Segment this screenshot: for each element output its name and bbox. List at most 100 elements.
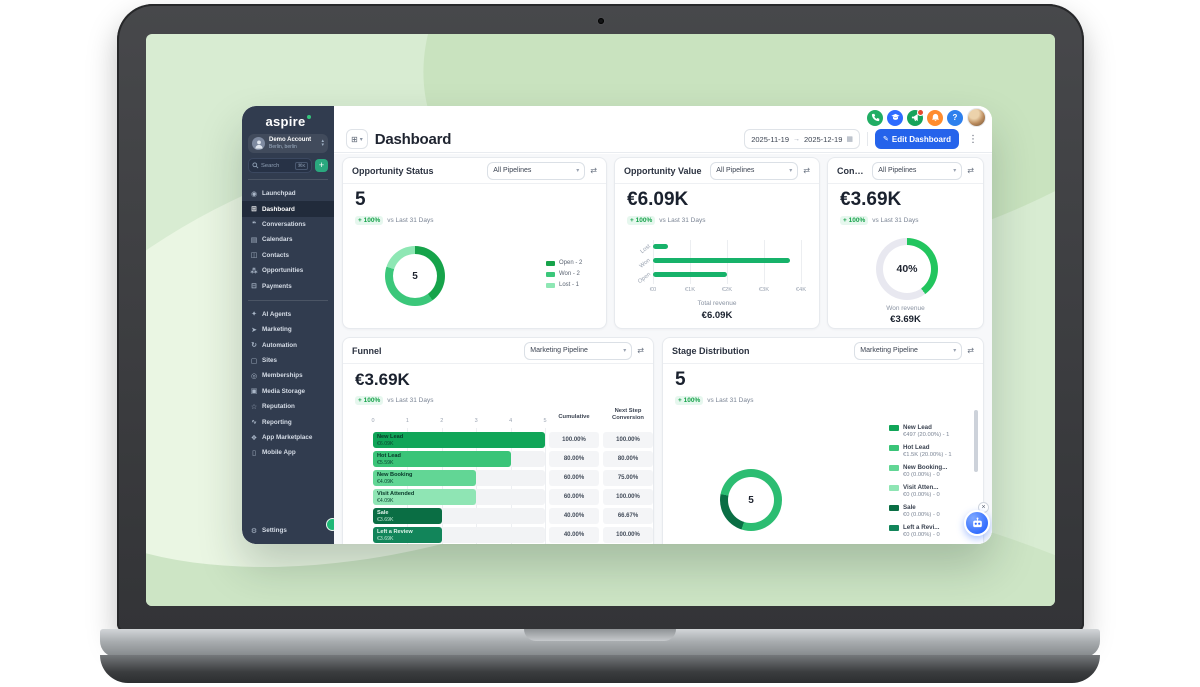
phone-icon[interactable] — [867, 109, 883, 126]
account-location: Berlin, berlin — [269, 144, 297, 150]
sidebar-item-label: AI Agents — [262, 310, 292, 318]
calendar-icon: ▦ — [846, 136, 853, 143]
funnel-gridlines — [373, 428, 546, 544]
pipeline-select[interactable]: All Pipelines ▾ — [710, 161, 799, 180]
grid-icon: ⊞ — [351, 134, 358, 144]
footer-label: Won revenue — [886, 305, 925, 312]
sidebar-item-label: Reporting — [262, 418, 292, 426]
help-icon[interactable]: ? — [947, 109, 963, 126]
legend-item: Won - 2 — [546, 271, 582, 277]
sidebar-item-media-storage[interactable]: ▣ Media Storage — [242, 384, 334, 399]
academy-icon[interactable] — [887, 109, 903, 126]
scrollbar-thumb[interactable] — [974, 410, 978, 472]
app-logo: aspire — [242, 114, 334, 129]
sidebar-item-conversations[interactable]: ❝ Conversations — [242, 217, 334, 232]
filter-icon[interactable]: ⇄ — [637, 346, 644, 355]
sidebar-item-marketing[interactable]: ➤ Marketing — [242, 322, 334, 337]
filter-icon[interactable]: ⇄ — [967, 346, 974, 355]
send-icon: ➤ — [251, 326, 257, 334]
search-input[interactable] — [261, 162, 294, 169]
footer-label: Total revenue — [697, 300, 737, 307]
filter-icon[interactable]: ⇄ — [590, 166, 597, 175]
sidebar-item-label: Media Storage — [262, 387, 306, 395]
sidebar-item-label: Opportunities — [262, 267, 304, 275]
sidebar-item-sites[interactable]: ▢ Sites — [242, 353, 334, 368]
pipeline-select[interactable]: All Pipelines ▾ — [487, 161, 586, 180]
sidebar-item-payments[interactable]: ⊟ Payments — [242, 278, 334, 293]
pipeline-select[interactable]: All Pipelines ▾ — [872, 161, 963, 180]
chevron-down-icon: ▾ — [359, 136, 363, 143]
conversion-cell: 66.67% — [603, 508, 653, 524]
x-tick: €2K — [721, 287, 733, 293]
value-bar-chart: Lost Won Open €0 €1K €2K €3K €4K — [637, 240, 806, 293]
chat-widget-button[interactable] — [964, 510, 990, 536]
sidebar-item-app-marketplace[interactable]: ❖ App Marketplace — [242, 430, 334, 445]
gauge-center-value: 40% — [896, 263, 918, 275]
sidebar-item-dashboard[interactable]: ⊞ Dashboard — [242, 201, 334, 217]
chevron-down-icon: ▾ — [953, 348, 957, 354]
dashboard-toolbar: ⊞ ▾ Dashboard 2025-11-19 → 2025-12-19 ▦ — [334, 126, 992, 153]
legend-item: Left a Revi... €0 (0.00%) - 0 — [889, 524, 981, 539]
funnel-bar: New Lead €6.09K — [373, 432, 545, 448]
sidebar-item-label: Settings — [262, 527, 287, 534]
payments-icon: ⊟ — [251, 283, 257, 291]
filter-icon[interactable]: ⇄ — [803, 166, 810, 175]
sidebar-item-automation[interactable]: ↻ Automation — [242, 338, 334, 353]
account-name: Demo Account — [269, 137, 312, 143]
dashboard-switcher-button[interactable]: ⊞ ▾ — [346, 129, 368, 149]
sidebar-item-reputation[interactable]: ☆ Reputation — [242, 399, 334, 414]
stage-distribution-card: Stage Distribution Marketing Pipeline ▾ ⇄… — [662, 337, 984, 544]
edit-dashboard-button[interactable]: ✎ Edit Dashboard — [875, 129, 959, 149]
laptop-screen: aspire Demo Account Berlin, berlin ▴ ▾ — [146, 34, 1055, 606]
marketplace-icon: ❖ — [250, 434, 258, 442]
legend-item: Lost - 1 — [546, 282, 582, 288]
date-range-picker[interactable]: 2025-11-19 → 2025-12-19 ▦ — [744, 129, 860, 149]
user-avatar[interactable] — [967, 108, 986, 127]
trend-badge: + 100% — [840, 216, 869, 225]
stage-donut-chart: 5 — [720, 469, 782, 531]
bar — [653, 244, 668, 249]
pipeline-select[interactable]: Marketing Pipeline ▾ — [854, 341, 963, 360]
compare-label: vs Last 31 Days — [387, 397, 434, 404]
sidebar-item-memberships[interactable]: ◎ Memberships — [242, 368, 334, 383]
cumulative-cell: 40.00% — [549, 508, 599, 524]
megaphone-icon[interactable] — [907, 108, 924, 126]
status-donut-chart: 5 — [385, 246, 445, 306]
more-options-icon[interactable]: ⋮ — [968, 133, 978, 145]
bell-icon[interactable] — [927, 109, 943, 126]
sidebar-item-contacts[interactable]: ◫ Contacts — [242, 248, 334, 263]
laptop-base — [100, 629, 1100, 657]
sidebar-item-mobile-app[interactable]: ▯ Mobile App — [242, 445, 334, 460]
main-area: ? ⊞ ▾ Dashboard 2025-11-19 → 2 — [334, 106, 992, 544]
sidebar: aspire Demo Account Berlin, berlin ▴ ▾ — [242, 106, 339, 544]
trend-badge: + 100% — [675, 396, 704, 405]
sidebar-item-opportunities[interactable]: ⁂ Opportunities — [242, 263, 334, 278]
account-avatar-icon — [252, 137, 265, 150]
sidebar-item-launchpad[interactable]: ◉ Launchpad — [242, 186, 334, 201]
sidebar-item-label: Reputation — [262, 403, 295, 411]
cumulative-cell: 100.00% — [549, 432, 599, 448]
search-shortcut-badge: ⌘K — [295, 161, 308, 170]
launchpad-icon: ◉ — [250, 190, 258, 198]
quick-add-button[interactable]: + — [315, 159, 328, 172]
sidebar-item-ai-agents[interactable]: ✦ AI Agents — [242, 307, 334, 322]
bar — [653, 258, 790, 263]
sidebar-item-settings[interactable]: ⚙ Settings — [242, 523, 334, 538]
divider — [248, 299, 328, 301]
search-box[interactable]: ⌘K — [248, 158, 312, 173]
trend-badge: + 100% — [355, 216, 384, 225]
funnel-row: New Lead €6.09K — [373, 432, 545, 448]
card-title: Opportunity Status — [352, 165, 434, 176]
sidebar-item-calendars[interactable]: ▤ Calendars — [242, 232, 334, 247]
sparkle-icon: ✦ — [251, 311, 257, 319]
sidebar-item-reporting[interactable]: ∿ Reporting — [242, 414, 334, 429]
filter-icon[interactable]: ⇄ — [967, 166, 974, 175]
funnel-bar: Visit Attended €4.09K — [373, 489, 477, 505]
search-icon — [252, 162, 259, 169]
account-switcher[interactable]: Demo Account Berlin, berlin ▴ ▾ — [248, 134, 328, 153]
sidebar-item-label: Sites — [262, 357, 278, 365]
conversion-cell: 100.00% — [603, 527, 653, 543]
opportunity-status-card: Opportunity Status All Pipelines ▾ ⇄ 5 + … — [342, 157, 607, 329]
pipeline-select[interactable]: Marketing Pipeline ▾ — [524, 341, 633, 360]
date-end: 2025-12-19 — [804, 134, 843, 144]
